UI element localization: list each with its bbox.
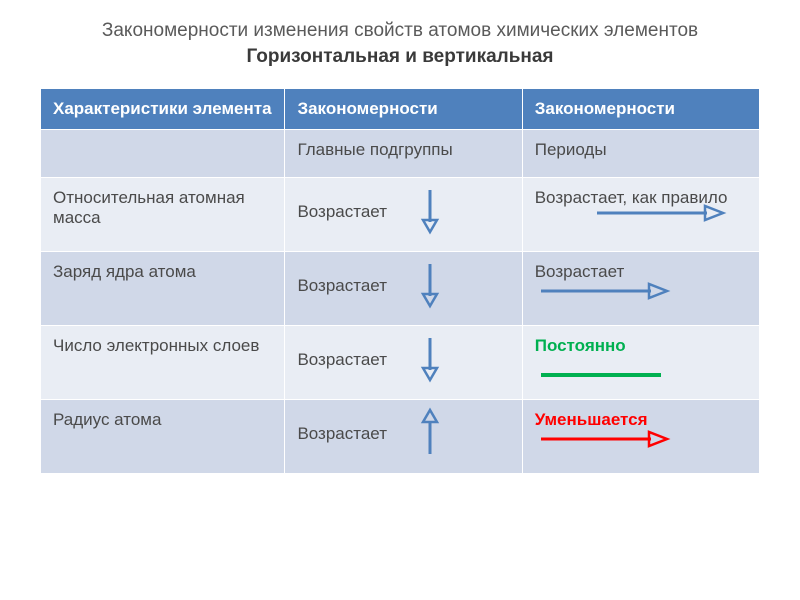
label-nuclear-charge: Заряд ядра атома	[41, 251, 285, 325]
title-block: Закономерности изменения свойств атомов …	[40, 18, 760, 68]
cell-mass-period: Возрастает, как правило	[522, 177, 759, 251]
header-patterns-1: Закономерности	[285, 88, 522, 129]
row-nuclear-charge: Заряд ядра атома Возрастает Возрастает	[41, 251, 760, 325]
label-atomic-mass: Относительная атомная масса	[41, 177, 285, 251]
cell-radius-subgroup: Возрастает	[285, 399, 522, 473]
cell-layers-period: Постоянно	[522, 325, 759, 399]
cell-radius-period: Уменьшается	[522, 399, 759, 473]
properties-table: Характеристики элемента Закономерности З…	[40, 88, 760, 474]
header-patterns-2: Закономерности	[522, 88, 759, 129]
subheader-row: Главные подгруппы Периоды	[41, 129, 760, 177]
arrow-right-icon	[539, 282, 669, 305]
cell-charge-subgroup: Возрастает	[285, 251, 522, 325]
charge-period-text: Возрастает	[535, 262, 625, 282]
cell-mass-subgroup: Возрастает	[285, 177, 522, 251]
subhead-main-subgroups: Главные подгруппы	[285, 129, 522, 177]
row-atomic-radius: Радиус атома Возрастает Уменьшается	[41, 399, 760, 473]
layers-period-text: Постоянно	[535, 336, 626, 356]
label-electron-layers: Число электронных слоев	[41, 325, 285, 399]
layers-subgroup-text: Возрастает	[297, 350, 387, 370]
title-line2: Горизонтальная и вертикальная	[40, 46, 760, 68]
arrow-down-icon	[420, 336, 440, 385]
arrow-down-icon	[420, 188, 440, 237]
cell-charge-period: Возрастает	[522, 251, 759, 325]
row-atomic-mass: Относительная атомная масса Возрастает В…	[41, 177, 760, 251]
subhead-periods: Периоды	[522, 129, 759, 177]
mass-subgroup-text: Возрастает	[297, 202, 387, 222]
arrow-up-icon	[420, 410, 440, 459]
arrow-down-icon	[420, 262, 440, 311]
subhead-empty	[41, 129, 285, 177]
radius-subgroup-text: Возрастает	[297, 424, 387, 444]
arrow-right-red-icon	[539, 430, 669, 453]
title-line1: Закономерности изменения свойств атомов …	[40, 18, 760, 44]
arrow-right-icon	[595, 204, 747, 227]
label-atomic-radius: Радиус атома	[41, 399, 285, 473]
row-electron-layers: Число электронных слоев Возрастает Посто…	[41, 325, 760, 399]
cell-layers-subgroup: Возрастает	[285, 325, 522, 399]
charge-subgroup-text: Возрастает	[297, 276, 387, 296]
table-header-row: Характеристики элемента Закономерности З…	[41, 88, 760, 129]
constant-line-icon	[541, 373, 661, 377]
header-characteristics: Характеристики элемента	[41, 88, 285, 129]
radius-period-text: Уменьшается	[535, 410, 648, 430]
